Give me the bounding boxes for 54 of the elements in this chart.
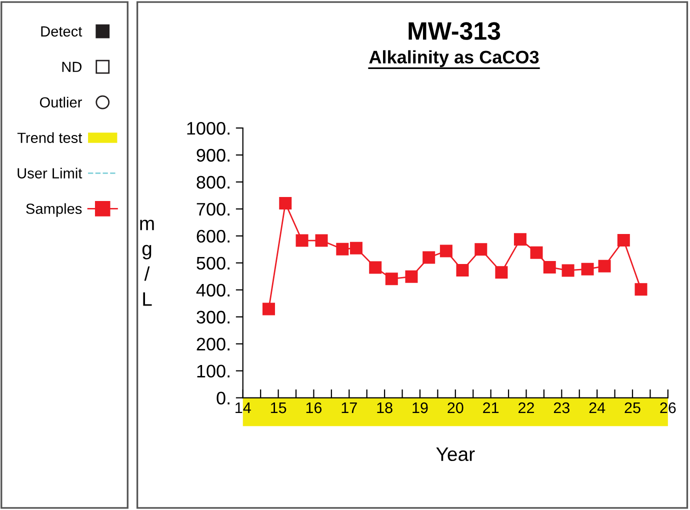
y-tick-label: 100. — [197, 364, 230, 378]
point — [581, 262, 594, 276]
x-tick-label: 19 — [412, 402, 428, 414]
y-tick-label: 200. — [196, 338, 230, 351]
x-tick-label: 16 — [306, 402, 322, 414]
y-tick-label: 400. — [196, 284, 230, 297]
point — [405, 270, 418, 283]
x-axis-title: Year — [436, 447, 475, 462]
x-tick-label: 18 — [377, 402, 392, 414]
y-axis-title: mg/L — [140, 220, 154, 306]
point — [350, 242, 362, 254]
point — [562, 264, 574, 277]
y-tick-label: 900. — [196, 148, 230, 162]
x-tick-label: 20 — [448, 402, 464, 414]
point — [617, 234, 630, 246]
point — [336, 242, 349, 256]
point — [634, 283, 648, 296]
x-tick-label: 25 — [624, 402, 640, 414]
point — [514, 233, 526, 246]
chart-subtitle: Alkalinity as CaCO3 — [369, 50, 539, 68]
point — [456, 264, 469, 276]
point — [296, 234, 308, 247]
point — [315, 234, 328, 247]
legend-label: Trend test — [17, 132, 82, 143]
x-tick-label: 23 — [554, 402, 570, 414]
point — [369, 261, 382, 274]
point — [279, 197, 292, 210]
point — [440, 244, 452, 258]
y-tick-label: 1000. — [187, 122, 230, 135]
y-tick-label: 500. — [196, 256, 230, 270]
y-tick-label: 0. — [216, 392, 230, 405]
y-tick-label: 800. — [196, 176, 230, 189]
point — [530, 246, 543, 259]
y-tick-label: 700. — [196, 202, 230, 216]
point — [422, 251, 436, 264]
legend-label: Outlier — [40, 96, 82, 108]
chart-title: MW-313 — [408, 22, 500, 40]
x-tick-label: 15 — [270, 402, 286, 414]
y-tick-label: 600. — [196, 230, 230, 243]
point — [385, 272, 398, 286]
point — [474, 243, 488, 256]
x-tick-label: 24 — [589, 402, 606, 414]
x-tick-label: 21 — [483, 402, 499, 414]
y-tick-label: 300. — [196, 310, 230, 324]
x-tick-label: 22 — [518, 402, 534, 414]
point — [543, 260, 556, 274]
legend-label: User Limit — [18, 168, 82, 178]
x-tick-label: 17 — [342, 402, 357, 414]
legend-label: ND — [62, 62, 82, 72]
legend-label: Samples — [26, 203, 82, 217]
point — [262, 302, 275, 316]
point — [495, 266, 508, 279]
legend-label: Detect — [41, 26, 82, 37]
point — [598, 260, 611, 272]
